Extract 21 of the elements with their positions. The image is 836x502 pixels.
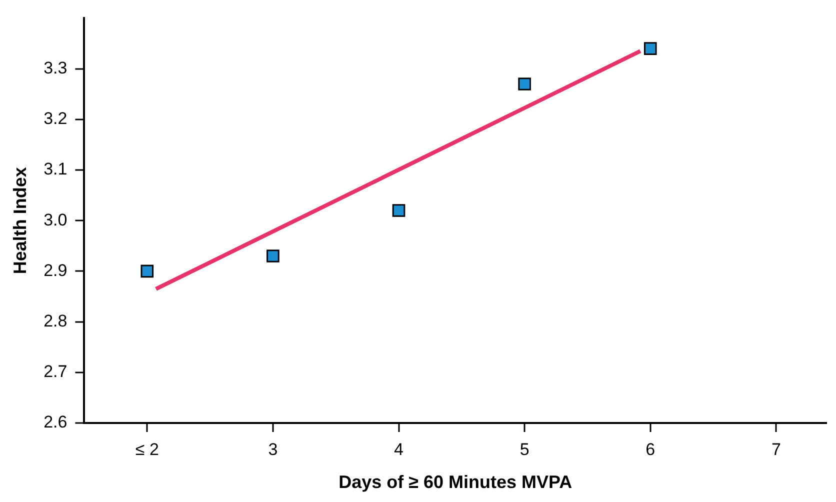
y-tick-label: 2.8 xyxy=(44,311,68,330)
point xyxy=(266,250,280,262)
x-axis-title: Days of ≥ 60 Minutes MVPA xyxy=(338,472,572,492)
x-tick-label: 3 xyxy=(268,440,278,459)
y-tick-label: 2.7 xyxy=(44,362,68,382)
y-tick-label: 2.9 xyxy=(44,260,68,280)
x-tick-label: 6 xyxy=(646,440,656,459)
y-tick-label: 3.2 xyxy=(44,109,68,128)
x-tick-label: ≤ 2 xyxy=(135,440,159,459)
point xyxy=(644,42,657,55)
point xyxy=(140,264,154,278)
y-tick-label: 3.0 xyxy=(44,210,68,230)
x-tick-label: 7 xyxy=(771,440,781,459)
point xyxy=(518,78,531,90)
y-axis-title: Health Index xyxy=(10,167,30,274)
x-tick-label: 5 xyxy=(520,440,530,459)
y-tick-label: 3.3 xyxy=(44,58,68,78)
y-tick-label: 3.1 xyxy=(44,160,68,179)
x-tick-label: 4 xyxy=(394,440,404,459)
y-tick-label: 2.6 xyxy=(44,412,68,432)
point xyxy=(392,204,406,217)
